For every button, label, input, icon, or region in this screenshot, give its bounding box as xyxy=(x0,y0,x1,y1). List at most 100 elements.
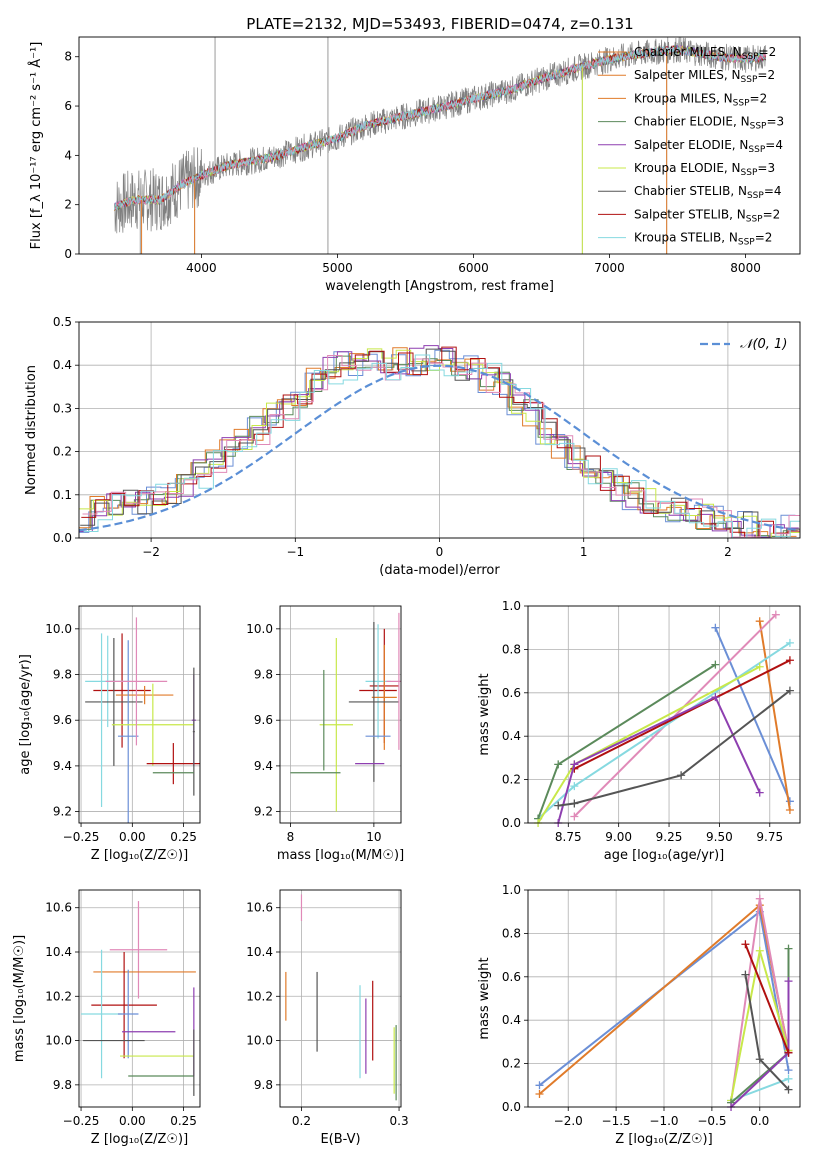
page-title: PLATE=2132, MJD=53493, FIBERID=0474, z=0… xyxy=(246,15,633,33)
errorbar-point-6 xyxy=(319,637,354,812)
y-tick-label-4: 0.4 xyxy=(53,358,72,372)
y-tick-label-1: 10.0 xyxy=(45,1034,72,1048)
y-tick-label-0: 0.0 xyxy=(502,1100,521,1114)
x-tick-label-4: 2 xyxy=(724,545,732,559)
residual-hist-yellow xyxy=(79,348,800,538)
y-axis-label: Flux [f_λ 10⁻¹⁷ erg cm⁻² s⁻¹ Å⁻¹] xyxy=(28,42,44,250)
y-tick-label-4: 0.8 xyxy=(502,642,521,656)
legend-label-2: Kroupa MILES, NSSP=2 xyxy=(634,91,767,108)
y-tick-label-5: 1.0 xyxy=(502,599,521,613)
errorbar-point-3 xyxy=(371,644,397,750)
normal-curve xyxy=(79,364,800,532)
age-vs-mass-chart: 8 10 9.2 9.4 9.6 9.8 10.0 mass [log₁₀(M/M☉)] xyxy=(246,605,404,863)
weight-marker-yellow-2 xyxy=(755,662,764,671)
y-tick-label-4: 10.6 xyxy=(246,901,273,915)
y-tick-label-3: 6 xyxy=(64,99,72,113)
observed-spectrum xyxy=(114,37,767,234)
spectrum-chart: 4000 5000 6000 7000 8000 0 2 4 6 8 wavelength [Ang… xyxy=(28,36,801,294)
y-tick-label-1: 0.1 xyxy=(53,488,72,502)
y-tick-label-2: 10.2 xyxy=(45,989,72,1003)
legend-label-7: Salpeter STELIB, NSSP=2 xyxy=(634,207,780,224)
weight-series-red xyxy=(744,943,790,1054)
residual-hist-cyan xyxy=(83,354,800,538)
y-tick-label-2: 0.4 xyxy=(502,729,521,743)
errorbar-point-2 xyxy=(115,685,174,705)
weight-marker-yellow-1 xyxy=(755,946,764,955)
x-tick-label-4: 8000 xyxy=(730,261,761,275)
plot-area xyxy=(285,894,397,1101)
y-tick-label-0: 9.2 xyxy=(53,805,72,819)
weight-marker-pink-1 xyxy=(755,894,764,903)
errorbar-point-0 xyxy=(93,633,151,748)
weight-marker-orange-1 xyxy=(785,805,794,814)
mass-vs-ebv-chart: 0.2 0.3 9.8 10.0 10.2 10.4 10.6 E(B-V) xyxy=(246,889,409,1147)
y-tick-label-2: 4 xyxy=(64,148,72,162)
x-tick-label-0: 8.75 xyxy=(555,830,582,844)
axes-frame xyxy=(78,36,801,255)
massweight-vs-metallicity-chart: −2.0 −1.5 −1.0 −0.5 0.0 0.0 0.2 0.4 0.6 0.8 1.0 Z [… xyxy=(477,883,801,1147)
y-tick-label-4: 10.6 xyxy=(45,901,72,915)
x-tick-label-1: −1 xyxy=(286,545,304,559)
y-tick-label-0: 9.8 xyxy=(53,1078,72,1092)
weight-marker-blue-0 xyxy=(535,1081,544,1090)
legend-label-3: Chabrier ELODIE, NSSP=3 xyxy=(634,115,784,132)
weight-marker-dark-2 xyxy=(784,1085,793,1094)
mass-vs-metallicity-chart: −0.25 0.00 0.25 9.8 10.0 10.2 10.4 10.6 Z [log₁₀… xyxy=(12,889,201,1147)
weight-marker-blue-2 xyxy=(784,1066,793,1075)
y-tick-label-3: 9.8 xyxy=(254,668,273,682)
weight-series-cyan xyxy=(537,642,791,820)
axes-frame xyxy=(78,605,201,824)
y-tick-label-3: 10.4 xyxy=(45,945,72,959)
errorbar-point-6 xyxy=(146,743,200,785)
x-axis-label: (data-model)/error xyxy=(379,563,500,578)
y-tick-label-5: 0.5 xyxy=(53,315,72,329)
y-tick-label-2: 0.4 xyxy=(502,1013,521,1027)
x-tick-label-0: −2 xyxy=(142,545,160,559)
x-tick-label-2: 0.25 xyxy=(170,830,197,844)
axes-frame xyxy=(527,889,801,1108)
axes-frame xyxy=(78,889,201,1108)
errorbar-point-4 xyxy=(117,640,139,823)
x-axis-label: Z [log₁₀(Z/Z☉)] xyxy=(91,1132,188,1147)
weight-marker-cyan-2 xyxy=(785,638,794,647)
errorbar-point-10 xyxy=(386,612,401,750)
y-tick-label-2: 9.6 xyxy=(53,713,72,727)
weight-marker-green-2 xyxy=(784,944,793,953)
weight-marker-blue-0 xyxy=(711,623,720,632)
x-tick-label-2: 0.25 xyxy=(170,1114,197,1128)
x-axis-label: Z [log₁₀(Z/Z☉)] xyxy=(91,848,188,863)
x-tick-label-0: 0.2 xyxy=(292,1114,311,1128)
y-tick-label-0: 9.2 xyxy=(254,805,273,819)
x-tick-label-3: 9.50 xyxy=(706,830,733,844)
y-tick-label-0: 0.0 xyxy=(502,816,521,830)
x-tick-label-1: 5000 xyxy=(322,261,353,275)
errorbar-point-10 xyxy=(105,617,168,746)
y-tick-label-5: 1.0 xyxy=(502,883,521,897)
axes-frame xyxy=(279,605,402,824)
y-tick-label-2: 9.6 xyxy=(254,713,273,727)
x-axis-label: age [log₁₀(age/yr)] xyxy=(604,848,725,863)
x-tick-label-1: 10 xyxy=(366,830,381,844)
y-tick-label-2: 10.2 xyxy=(246,989,273,1003)
massweight-vs-age-chart: 8.75 9.00 9.25 9.50 9.75 0.0 0.2 0.4 0.6 0.8 1.0 ag… xyxy=(477,599,801,863)
weight-marker-cyan-1 xyxy=(784,1074,793,1083)
plot-area xyxy=(535,894,793,1111)
weight-series-purple xyxy=(557,695,761,824)
x-tick-label-2: 0 xyxy=(436,545,444,559)
residuals-plot-area xyxy=(79,345,800,538)
weight-marker-dark-1 xyxy=(755,1055,764,1064)
weight-marker-dark-0 xyxy=(554,801,563,810)
spectrum-plot-area xyxy=(114,37,767,254)
weight-series-yellow xyxy=(537,665,761,824)
weight-marker-dark-1 xyxy=(570,799,579,808)
x-axis-label: mass [log₁₀(M/M☉)] xyxy=(277,848,404,863)
x-tick-label-0: −0.25 xyxy=(63,1114,100,1128)
errorbar-point-3 xyxy=(85,637,143,766)
model-spectrum-cyan xyxy=(114,46,767,211)
x-tick-label-0: 4000 xyxy=(186,261,217,275)
y-tick-label-1: 2 xyxy=(64,198,72,212)
x-tick-label-1: 9.00 xyxy=(605,830,632,844)
x-tick-label-1: −1.5 xyxy=(602,1114,631,1128)
weight-marker-purple-2 xyxy=(711,693,720,702)
